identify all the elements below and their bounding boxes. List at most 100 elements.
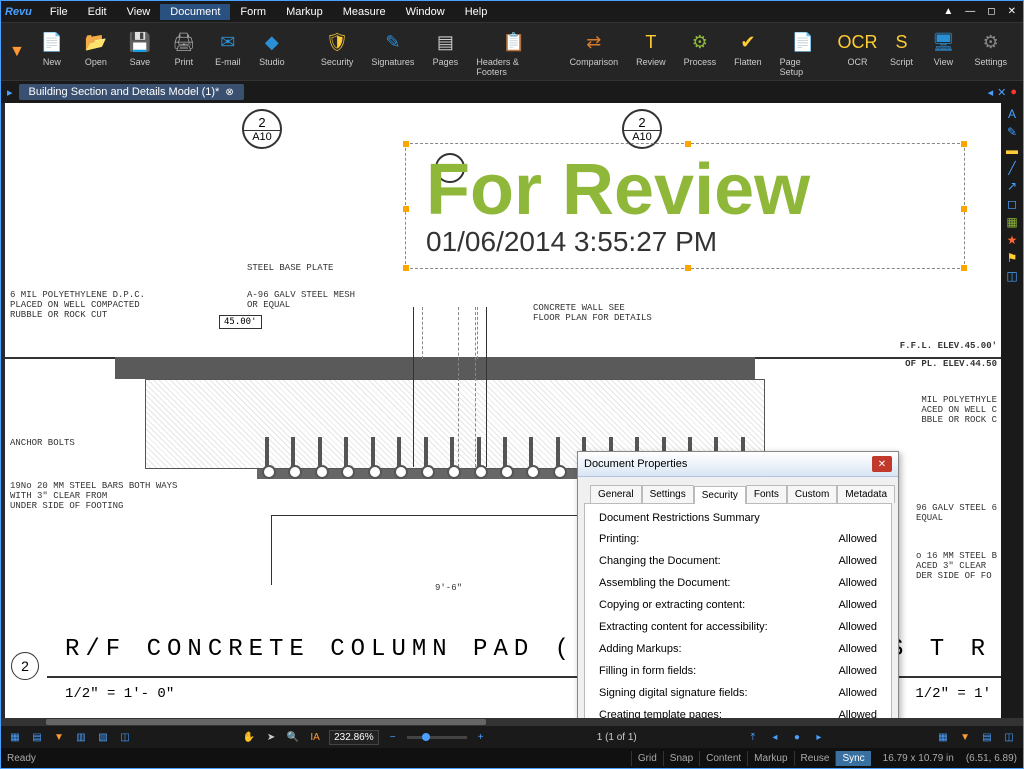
tab-nav-left-icon[interactable]: ◂ [988, 86, 994, 99]
panel-r2-icon[interactable]: ▼ [957, 729, 973, 745]
zoom-combo[interactable]: 232.86% [329, 730, 378, 745]
ribbon-print[interactable]: 🖨Print [163, 27, 205, 69]
panel-layers-icon[interactable]: ▧ [95, 729, 111, 745]
toggle-markup[interactable]: Markup [747, 751, 793, 766]
dialog-titlebar[interactable]: Document Properties ✕ [578, 452, 898, 477]
ribbon-script[interactable]: SScript [880, 27, 922, 79]
review-stamp[interactable]: For Review 01/06/2014 3:55:27 PM [405, 143, 965, 269]
ribbon-security[interactable]: 🛡Security [313, 27, 362, 79]
dialog-tab-settings[interactable]: Settings [642, 485, 694, 503]
tool-line-icon[interactable]: ╱ [1008, 161, 1015, 175]
panel-attach-icon[interactable]: ◫ [117, 729, 133, 745]
tool-stamp-icon[interactable]: ★ [1007, 233, 1018, 247]
ribbon-studio[interactable]: ◆Studio [251, 27, 293, 69]
ribbon-settings[interactable]: ⚙Settings [966, 27, 1015, 69]
ribbon-review[interactable]: TReview [628, 27, 674, 79]
panel-search-icon[interactable]: ▼ [51, 729, 67, 745]
ribbon-group-file: 📄New📂Open💾Save🖨Print✉E-mail◆Studio [31, 27, 293, 69]
toggle-snap[interactable]: Snap [663, 751, 699, 766]
menu-edit[interactable]: Edit [78, 4, 117, 20]
dialog-tab-general[interactable]: General [590, 485, 642, 503]
dialog-tab-custom[interactable]: Custom [787, 485, 837, 503]
menu-measure[interactable]: Measure [333, 4, 396, 20]
toggle-content[interactable]: Content [699, 751, 747, 766]
text-select-icon[interactable]: IA [307, 729, 323, 745]
tool-arrow-icon[interactable]: ↗ [1007, 179, 1017, 193]
ribbon-headers-footers[interactable]: 📋Headers & Footers [468, 27, 559, 79]
page-size: 16.79 x 10.79 in [883, 753, 954, 764]
panel-prop-icon[interactable]: ▥ [73, 729, 89, 745]
tool-shape-icon[interactable]: ◻ [1007, 197, 1017, 211]
panel-r1-icon[interactable]: ▦ [935, 729, 951, 745]
min-icon[interactable]: ▲ [940, 5, 956, 18]
close-icon[interactable]: ✕ [1005, 5, 1019, 18]
dialog-body: Document Restrictions Summary Printing:A… [584, 504, 892, 718]
document-tabs: ▸ Building Section and Details Model (1)… [1, 81, 1023, 103]
zoom-icon[interactable]: 🔍 [285, 729, 301, 745]
dialog-tab-security[interactable]: Security [694, 486, 746, 504]
label-wall: CONCRETE WALL SEE FLOOR PLAN FOR DETAILS [533, 303, 652, 323]
menu-help[interactable]: Help [455, 4, 498, 20]
tool-pen-icon[interactable]: ✎ [1007, 125, 1017, 139]
menu-form[interactable]: Form [230, 4, 276, 20]
app-logo: Revu [5, 6, 32, 18]
ribbon-pages[interactable]: ▤Pages [424, 27, 466, 79]
panel-r4-icon[interactable]: ◫ [1001, 729, 1017, 745]
ribbon-group-doc: 🛡Security✎Signatures▤Pages📋Headers & Foo… [313, 27, 923, 79]
first-page-icon[interactable]: ⤒ [745, 729, 761, 745]
tool-image-icon[interactable]: ▦ [1006, 215, 1017, 229]
panel-bookmark-icon[interactable]: ▤ [29, 729, 45, 745]
status-bar: Ready GridSnapContentMarkupReuseSync 16.… [1, 748, 1023, 768]
ribbon-view[interactable]: 🖥View [922, 27, 964, 69]
section-marker-1: 2A10 [242, 109, 282, 149]
pan-icon[interactable]: ✋ [241, 729, 257, 745]
tab-record-icon[interactable]: ● [1010, 86, 1017, 99]
select-icon[interactable]: ➤ [263, 729, 279, 745]
tool-text-icon[interactable]: A [1008, 107, 1016, 121]
tool-highlight-icon[interactable]: ▬ [1006, 143, 1018, 157]
dialog-tab-metadata[interactable]: Metadata [837, 485, 895, 503]
ribbon-save[interactable]: 💾Save [119, 27, 161, 69]
prev-page-icon[interactable]: ◂ [767, 729, 783, 745]
restriction-row: Changing the Document:Allowed [599, 550, 877, 572]
maximize-icon[interactable]: ◻ [984, 5, 998, 18]
minimize-icon[interactable]: — [962, 5, 978, 18]
last-page-icon[interactable]: ▸ [811, 729, 827, 745]
zoom-in-icon[interactable]: + [473, 729, 489, 745]
h-scrollbar[interactable] [1, 718, 1023, 726]
toggle-grid[interactable]: Grid [631, 751, 663, 766]
menu-view[interactable]: View [117, 4, 161, 20]
tool-select-icon[interactable]: ◫ [1006, 269, 1017, 283]
dialog-close-icon[interactable]: ✕ [872, 456, 892, 472]
tab-close-all-icon[interactable]: ✕ [997, 86, 1006, 99]
ribbon-page-setup[interactable]: 📄Page Setup [772, 27, 835, 79]
toggle-sync[interactable]: Sync [835, 751, 870, 766]
menu-window[interactable]: Window [396, 4, 455, 20]
ribbon-comparison[interactable]: ⇄Comparison [562, 27, 627, 79]
page-indicator[interactable]: 1 (1 of 1) [597, 732, 637, 743]
ribbon-group-end: 🖥View⚙Settings [922, 27, 1015, 69]
ribbon-signatures[interactable]: ✎Signatures [363, 27, 422, 79]
pin-icon[interactable]: ▼ [9, 43, 25, 61]
ribbon-open[interactable]: 📂Open [75, 27, 117, 69]
ribbon-flatten[interactable]: ✔Flatten [726, 27, 770, 79]
status-toggles: GridSnapContentMarkupReuseSync [631, 751, 871, 766]
tool-flag-icon[interactable]: ⚑ [1007, 251, 1018, 265]
ribbon-ocr[interactable]: OCROCR [836, 27, 878, 79]
tab-close-icon[interactable]: ⊗ [225, 87, 233, 98]
ribbon-process[interactable]: ⚙Process [676, 27, 725, 79]
dialog-tab-fonts[interactable]: Fonts [746, 485, 787, 503]
ribbon-e-mail[interactable]: ✉E-mail [207, 27, 249, 69]
ribbon-new[interactable]: 📄New [31, 27, 73, 69]
menu-document[interactable]: Document [160, 4, 230, 20]
toggle-reuse[interactable]: Reuse [794, 751, 836, 766]
menu-file[interactable]: File [40, 4, 78, 20]
next-page-icon[interactable]: ● [789, 729, 805, 745]
zoom-out-icon[interactable]: − [385, 729, 401, 745]
panel-r3-icon[interactable]: ▤ [979, 729, 995, 745]
menu-markup[interactable]: Markup [276, 4, 333, 20]
document-tab[interactable]: Building Section and Details Model (1)* … [19, 84, 244, 100]
menu-bar: Revu FileEditViewDocumentFormMarkupMeasu… [1, 1, 1023, 23]
panel-thumb-icon[interactable]: ▦ [7, 729, 23, 745]
tab-dropdown-icon[interactable]: ▸ [7, 86, 13, 99]
